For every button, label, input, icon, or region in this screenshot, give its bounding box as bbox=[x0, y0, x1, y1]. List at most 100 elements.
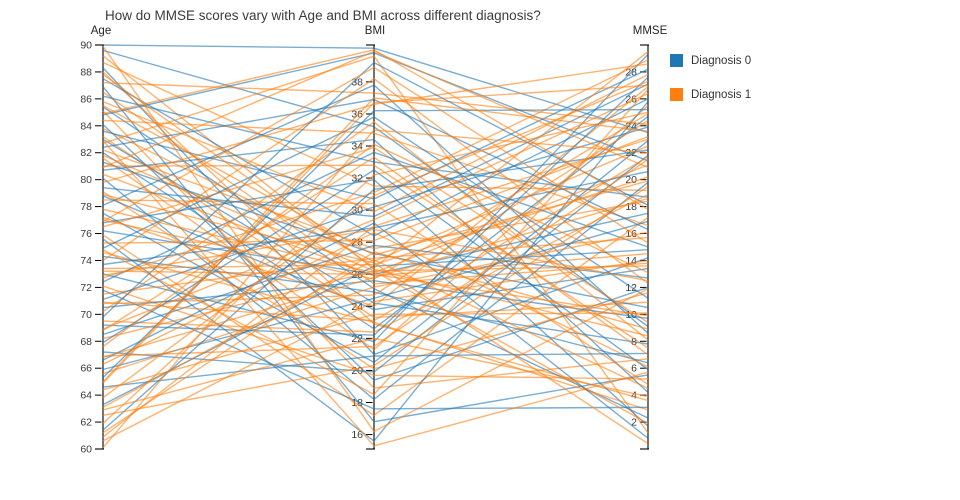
tick-label: 16 bbox=[625, 228, 637, 240]
data-line-diagnosis-1 bbox=[102, 164, 649, 274]
data-line-diagnosis-1 bbox=[102, 154, 649, 272]
tick-label: 84 bbox=[80, 120, 92, 132]
data-lines bbox=[102, 44, 649, 449]
data-line-diagnosis-1 bbox=[102, 110, 649, 389]
data-line-diagnosis-1 bbox=[102, 49, 649, 210]
data-line-diagnosis-0 bbox=[102, 220, 649, 371]
data-line-diagnosis-0 bbox=[102, 149, 649, 431]
tick-label: 74 bbox=[80, 255, 92, 267]
data-line-diagnosis-1 bbox=[102, 61, 649, 192]
tick-label: 18 bbox=[625, 201, 637, 213]
axis-age: 60 62 64 66 68 70 72 74 76 78 80 82 84 86 88 90 bbox=[80, 40, 104, 456]
data-line-diagnosis-1 bbox=[102, 88, 649, 396]
tick-label: 88 bbox=[80, 66, 92, 78]
data-line-diagnosis-1 bbox=[102, 105, 649, 351]
axis-title-mmse: MMSE bbox=[632, 25, 668, 37]
tick-label: 80 bbox=[80, 174, 92, 186]
data-line-diagnosis-1 bbox=[102, 312, 649, 391]
data-line-diagnosis-1 bbox=[102, 193, 649, 445]
data-line-diagnosis-0 bbox=[102, 53, 649, 343]
tick-label: 70 bbox=[80, 309, 92, 321]
data-line-diagnosis-0 bbox=[102, 195, 649, 311]
tick-label: 82 bbox=[80, 147, 92, 159]
data-line-diagnosis-0 bbox=[102, 116, 649, 299]
data-line-diagnosis-1 bbox=[102, 231, 649, 375]
tick-label: 86 bbox=[80, 93, 92, 105]
tick-label: 14 bbox=[625, 255, 637, 267]
data-line-diagnosis-0 bbox=[102, 106, 649, 419]
data-line-diagnosis-0 bbox=[102, 49, 649, 328]
data-line-diagnosis-1 bbox=[102, 50, 649, 169]
data-line-diagnosis-0 bbox=[102, 52, 649, 162]
tick-label: 24 bbox=[625, 120, 637, 132]
data-line-diagnosis-1 bbox=[102, 231, 649, 368]
data-line-diagnosis-0 bbox=[102, 352, 649, 388]
tick-label: 18 bbox=[351, 397, 363, 409]
data-line-diagnosis-1 bbox=[102, 129, 649, 449]
data-line-diagnosis-1 bbox=[102, 259, 649, 442]
tick-label: 34 bbox=[351, 141, 363, 153]
data-line-diagnosis-1 bbox=[102, 199, 649, 385]
tick-label: 90 bbox=[80, 40, 92, 52]
tick-label: 16 bbox=[351, 429, 363, 441]
data-line-diagnosis-1 bbox=[102, 119, 649, 305]
legend: Diagnosis 0 Diagnosis 1 bbox=[670, 54, 751, 122]
data-line-diagnosis-0 bbox=[102, 151, 649, 283]
data-line-diagnosis-1 bbox=[102, 337, 649, 411]
data-line-diagnosis-0 bbox=[102, 138, 649, 393]
data-line-diagnosis-0 bbox=[102, 61, 649, 318]
data-line-diagnosis-1 bbox=[102, 236, 649, 295]
data-line-diagnosis-1 bbox=[102, 111, 649, 424]
data-line-diagnosis-1 bbox=[102, 45, 649, 433]
data-line-diagnosis-0 bbox=[102, 178, 649, 427]
data-line-diagnosis-1 bbox=[102, 228, 649, 282]
tick-label: 60 bbox=[80, 444, 92, 456]
data-line-diagnosis-1 bbox=[102, 92, 649, 330]
tick-label: 38 bbox=[351, 76, 363, 88]
tick-label: 62 bbox=[80, 417, 92, 429]
data-line-diagnosis-1 bbox=[102, 143, 649, 348]
data-line-diagnosis-1 bbox=[102, 51, 649, 269]
legend-label-diagnosis-1: Diagnosis 1 bbox=[691, 88, 752, 101]
axis-title-age: Age bbox=[90, 25, 112, 37]
data-line-diagnosis-1 bbox=[102, 270, 649, 317]
data-line-diagnosis-1 bbox=[102, 140, 649, 447]
data-line-diagnosis-1 bbox=[102, 84, 649, 384]
data-line-diagnosis-1 bbox=[102, 82, 649, 126]
data-line-diagnosis-1 bbox=[102, 149, 649, 250]
tick-label: 72 bbox=[80, 282, 92, 294]
data-line-diagnosis-1 bbox=[102, 251, 649, 411]
tick-label: 68 bbox=[80, 336, 92, 348]
data-line-diagnosis-1 bbox=[102, 113, 649, 280]
data-line-diagnosis-1 bbox=[102, 156, 649, 322]
data-line-diagnosis-0 bbox=[102, 68, 649, 200]
data-line-diagnosis-1 bbox=[102, 197, 649, 359]
tick-label: 4 bbox=[631, 390, 637, 402]
data-line-diagnosis-1 bbox=[102, 59, 649, 279]
data-line-diagnosis-1 bbox=[102, 66, 649, 244]
data-line-diagnosis-1 bbox=[102, 216, 649, 417]
data-line-diagnosis-1 bbox=[102, 104, 649, 256]
data-line-diagnosis-0 bbox=[102, 86, 649, 423]
tick-label: 2 bbox=[631, 417, 637, 429]
data-line-diagnosis-0 bbox=[102, 126, 649, 301]
tick-label: 66 bbox=[80, 363, 92, 375]
data-line-diagnosis-1 bbox=[102, 185, 649, 416]
tick-label: 36 bbox=[351, 108, 363, 120]
chart-title: How do MMSE scores vary with Age and BMI… bbox=[105, 8, 541, 23]
legend-swatch-diagnosis-1-icon bbox=[670, 88, 683, 101]
data-line-diagnosis-1 bbox=[102, 86, 649, 308]
tick-label: 22 bbox=[351, 333, 363, 345]
legend-swatch-diagnosis-0-icon bbox=[670, 54, 683, 67]
axis-title-bmi: BMI bbox=[364, 25, 386, 37]
data-line-diagnosis-1 bbox=[102, 251, 649, 434]
tick-label: 6 bbox=[631, 363, 637, 375]
data-line-diagnosis-1 bbox=[102, 119, 649, 227]
tick-label: 64 bbox=[80, 390, 92, 402]
data-line-diagnosis-0 bbox=[102, 222, 649, 439]
data-line-diagnosis-1 bbox=[102, 158, 649, 357]
data-line-diagnosis-1 bbox=[102, 193, 649, 333]
tick-label: 20 bbox=[625, 174, 637, 186]
